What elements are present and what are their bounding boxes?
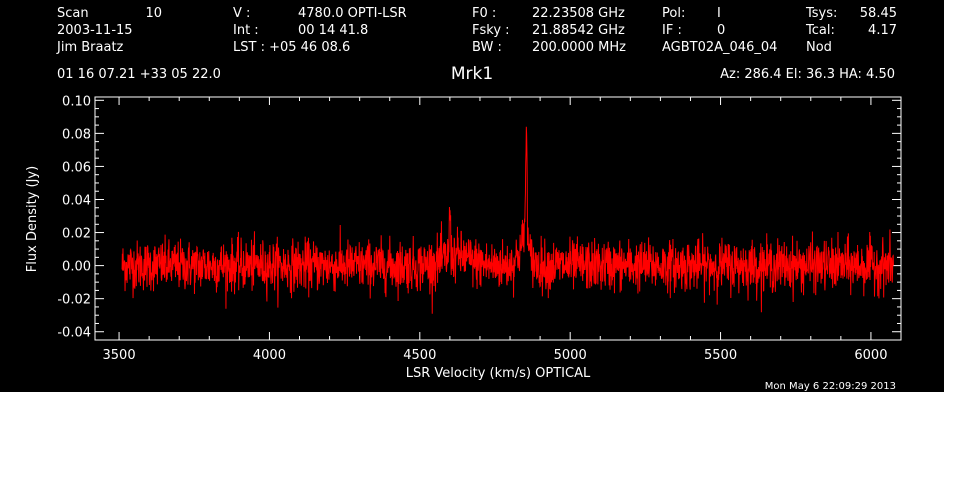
header-row1-value-3: I [717,6,721,21]
header-row3-label-1: LST : +05 46 08.6 [233,40,350,55]
header-row3-label-3: AGBT02A_046_04 [662,40,777,55]
header-info: Scan 10 V : 4780.0 OPTI-LSR F0 : 22.23508 GHz… [56,6,897,55]
source-name: Mrk1 [451,64,493,84]
header-row3-label-4: Nod [806,40,832,55]
plot-panel: Scan 10 V : 4780.0 OPTI-LSR F0 : 22.23508 GHz… [0,0,944,392]
source-coordinates: 01 16 07.21 +33 05 22.0 [57,67,221,82]
header-row1-label-3: Pol: [662,6,685,21]
header-row3-label-0: Jim Braatz [56,40,124,55]
header-row2-label-0: 2003-11-15 [57,23,133,38]
header-row2-value-4: 4.17 [868,23,897,38]
header-row2-label-2: Fsky : [472,23,510,38]
header-row1-label-0: Scan [57,6,89,21]
header-row3-label-2: BW : [472,40,502,55]
y-axis-label: Flux Density (Jy) [25,166,40,272]
x-tick-labels: 3500 4000 4500 5000 5500 6000 [103,348,888,363]
x-tick-label: 3500 [103,348,136,363]
x-axis-label: LSR Velocity (km/s) OPTICAL [406,366,591,381]
header-row1-value-4: 58.45 [860,6,897,21]
y-tick-label: 0.06 [62,160,91,175]
header-row1-label-2: F0 : [472,6,496,21]
y-tick-label: 0.04 [62,193,91,208]
y-tick-label: 0.00 [62,260,91,275]
header-row2-value-3: 0 [717,23,725,38]
header-row2-value-2: 21.88542 GHz [532,23,625,38]
axis-ticks [95,97,902,341]
header-row1-value-2: 22.23508 GHz [532,6,625,21]
header-row2-value-1: 00 14 41.8 [298,23,368,38]
spectrum-series-line [121,126,894,314]
y-tick-label: -0.02 [57,293,91,308]
x-tick-label: 5000 [554,348,587,363]
y-tick-label: -0.04 [57,326,91,341]
plot-frame [94,96,902,341]
y-tick-labels: -0.04 -0.02 0.00 0.02 0.04 0.06 0.08 0.10 [57,94,91,340]
y-tick-label: 0.02 [62,227,91,242]
y-tick-label: 0.08 [62,127,91,142]
x-tick-label: 4000 [253,348,286,363]
header-row2-label-3: IF : [662,23,682,38]
header-row2-label-1: Int : [233,23,259,38]
az-el-ha: Az: 286.4 El: 36.3 HA: 4.50 [720,67,895,82]
y-tick-label: 0.10 [62,94,91,109]
header-row1-label-1: V : [233,6,250,21]
x-tick-label: 5500 [704,348,737,363]
timestamp: Mon May 6 22:09:29 2013 [765,381,896,392]
x-tick-label: 6000 [854,348,887,363]
x-tick-label: 4500 [403,348,436,363]
header-row3-value-2: 200.0000 MHz [532,40,626,55]
header-row2-label-4: Tcal: [805,23,835,38]
header-row1-value-1: 4780.0 OPTI-LSR [298,6,407,21]
header-row1-label-4: Tsys: [805,6,837,21]
header-row1-value-0: 10 [145,6,162,21]
spectrum-plot: Scan 10 V : 4780.0 OPTI-LSR F0 : 22.23508 GHz… [25,6,902,392]
